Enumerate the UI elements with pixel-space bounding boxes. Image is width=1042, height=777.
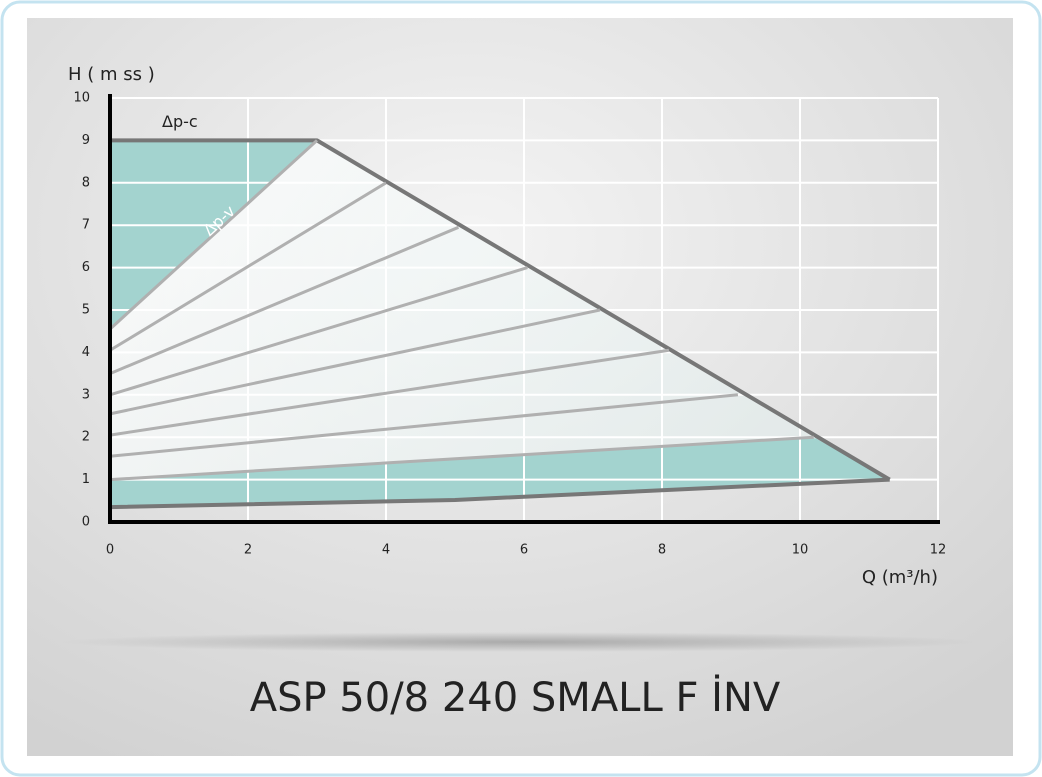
x-tick-label: 10 xyxy=(792,543,809,558)
curve xyxy=(109,477,890,510)
y-tick-label: 6 xyxy=(82,260,90,275)
curve xyxy=(109,181,387,352)
curve xyxy=(109,225,460,375)
y-tick-label: 8 xyxy=(82,175,90,190)
curve-label: Δp-c xyxy=(162,112,198,131)
y-tick-label: 0 xyxy=(82,515,90,530)
x-tick-label: 4 xyxy=(382,543,390,558)
title: ASP 50/8 240 SMALL F İNV xyxy=(250,673,781,721)
x-axis-title: Q (m³/h) xyxy=(862,567,938,588)
curve xyxy=(109,435,814,482)
y-tick-label: 5 xyxy=(82,303,90,318)
y-tick-label: 2 xyxy=(82,430,90,445)
y-tick-label: 3 xyxy=(82,387,90,402)
y-tick-label: 4 xyxy=(82,345,90,360)
curve xyxy=(108,139,319,331)
y-tick-label: 1 xyxy=(82,472,90,487)
curve xyxy=(109,393,739,458)
curve xyxy=(109,308,601,416)
y-axis-title: H ( m ss ) xyxy=(68,64,155,85)
x-tick-label: 8 xyxy=(658,543,666,558)
y-tick-label: 9 xyxy=(82,133,90,148)
x-tick-label: 0 xyxy=(106,543,114,558)
y-tick-label: 7 xyxy=(82,218,90,233)
curve xyxy=(109,266,528,397)
x-tick-label: 2 xyxy=(244,543,252,558)
x-tick-label: 6 xyxy=(520,543,528,558)
x-tick-label: 12 xyxy=(930,543,947,558)
min-region xyxy=(110,437,890,508)
y-tick-label: 10 xyxy=(73,91,90,106)
curve xyxy=(109,348,670,437)
divider-shadow xyxy=(61,632,981,652)
